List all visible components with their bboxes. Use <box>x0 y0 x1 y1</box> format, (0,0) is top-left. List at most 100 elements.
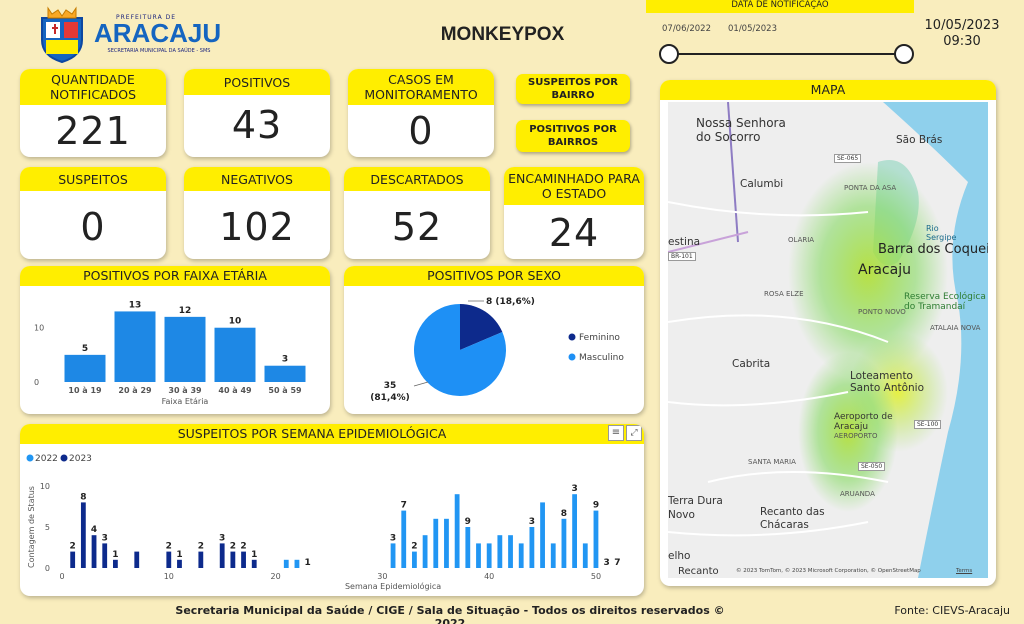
map-canvas[interactable]: Nossa Senhora do Socorro São Brás SE-065… <box>668 102 988 578</box>
bar[interactable] <box>230 551 236 568</box>
pie-leader-line <box>413 381 429 387</box>
map-label: ATALAIA NOVA <box>930 324 981 332</box>
filter-icon[interactable]: ≡ <box>608 425 624 441</box>
x-tick-label: 20 à 29 <box>118 386 152 395</box>
bar[interactable] <box>70 551 76 568</box>
kpi-notificados: QUANTIDADE NOTIFICADOS 221 <box>20 69 166 157</box>
bar[interactable] <box>166 551 172 568</box>
kpi-positivos: POSITIVOS 43 <box>184 69 330 157</box>
bar[interactable] <box>561 518 567 568</box>
faixa-etaria-title: POSITIVOS POR FAIXA ETÁRIA <box>20 266 330 286</box>
bar[interactable] <box>593 510 599 568</box>
map-label: Barra dos Coqueiros <box>878 242 988 257</box>
bar[interactable] <box>550 543 556 568</box>
map-label: Calumbi <box>740 178 784 190</box>
map-terms-link[interactable]: Terms <box>956 568 973 574</box>
bar[interactable] <box>497 535 503 568</box>
x-tick-label: 10 à 19 <box>68 386 102 395</box>
bar[interactable] <box>422 535 428 568</box>
bar-value-label: 5 <box>82 344 88 354</box>
bar-value-label: 3 <box>219 533 225 543</box>
bar[interactable] <box>486 543 492 568</box>
bar[interactable] <box>219 543 225 568</box>
bar[interactable] <box>572 494 578 568</box>
map-label: OLARIA <box>788 236 815 244</box>
legend-label: Masculino <box>579 353 624 363</box>
positivos-por-bairros-button[interactable]: POSITIVOS POR BAIRROS <box>516 120 630 152</box>
bar[interactable] <box>294 559 300 568</box>
bar-value-label: 10 <box>229 317 242 327</box>
bar-value-label: 2 <box>70 542 76 552</box>
bar[interactable] <box>214 327 256 382</box>
bar-value-label: 9 <box>593 501 599 511</box>
bar[interactable] <box>508 535 513 568</box>
bar[interactable] <box>91 535 97 568</box>
bar-value-label: 3 <box>390 533 396 543</box>
report-date: 10/05/2023 <box>924 18 1000 33</box>
x-tick-label: 20 <box>270 572 280 581</box>
bar[interactable] <box>112 559 118 568</box>
bar[interactable] <box>102 543 108 568</box>
bar[interactable] <box>433 518 439 568</box>
bar[interactable] <box>476 543 481 568</box>
map-panel: MAPA Nossa Senhora do <box>660 80 996 586</box>
bar[interactable] <box>454 494 460 568</box>
logo-top-text: PREFEITURA DE <box>116 14 176 21</box>
bar[interactable] <box>529 527 535 568</box>
bar[interactable] <box>241 551 246 568</box>
bar[interactable] <box>540 502 545 568</box>
bar-value-label: 1 <box>304 558 310 568</box>
focus-mode-icon[interactable]: ⤢ <box>626 425 642 441</box>
bar[interactable] <box>412 551 417 568</box>
date-start: 07/06/2022 <box>662 24 711 34</box>
legend-label: 2022 <box>35 454 58 464</box>
bar[interactable] <box>401 510 407 568</box>
bar[interactable] <box>582 543 588 568</box>
bar[interactable] <box>198 551 204 568</box>
faixa-etaria-chart: 0 10 5 10 à 19 13 20 à 29 12 30 à 39 10 40 à 49 3 5… <box>34 300 306 406</box>
kpi-monitoramento-value: 0 <box>408 109 434 153</box>
bar-value-label: 9 <box>465 517 471 527</box>
bar[interactable] <box>444 518 449 568</box>
semana-panel: SUSPEITOS POR SEMANA EPIDEMIOLÓGICA ≡ ⤢ … <box>20 424 644 596</box>
bar[interactable] <box>283 559 289 568</box>
bar-value-label: 3 <box>529 517 535 527</box>
x-axis-title: Faixa Etária <box>162 397 209 406</box>
pie-slice[interactable] <box>460 304 503 350</box>
kpi-monitoramento: CASOS EM MONITORAMENTO 0 <box>348 69 494 157</box>
map-label: PONTO NOVO <box>858 308 906 316</box>
pie-data-label: 35 <box>384 381 397 391</box>
kpi-suspeitos-label: SUSPEITOS <box>20 167 166 191</box>
sexo-chart: 8 (18,6%) 35 (81,4%) Feminino Masculino <box>370 297 624 403</box>
bar[interactable] <box>80 502 86 568</box>
semana-title: SUSPEITOS POR SEMANA EPIDEMIOLÓGICA <box>20 424 644 444</box>
pie-slice[interactable] <box>414 304 506 396</box>
bar-value-label: 2 <box>198 542 204 552</box>
kpi-notificados-value: 221 <box>55 109 131 153</box>
bar-value-label: 3 <box>604 558 610 568</box>
bar[interactable] <box>64 354 106 382</box>
map-label: PONTA DA ASA <box>844 184 897 192</box>
bar-value-label: 2 <box>166 542 172 552</box>
x-axis-title: Semana Epidemiológica <box>345 581 441 591</box>
map-label: SANTA MARIA <box>748 458 796 466</box>
suspeitos-por-bairro-button[interactable]: SUSPEITOS POR BAIRRO <box>516 74 630 104</box>
bar[interactable] <box>251 559 257 568</box>
date-slider-handle-end[interactable] <box>894 44 914 64</box>
bar[interactable] <box>177 559 182 568</box>
x-tick-label: 0 <box>59 572 64 581</box>
x-tick-label: 30 à 39 <box>168 386 202 395</box>
bar[interactable] <box>390 543 396 568</box>
bar[interactable] <box>134 551 140 568</box>
date-slider-handle-start[interactable] <box>659 44 679 64</box>
bar[interactable] <box>264 365 306 382</box>
bar[interactable] <box>518 543 524 568</box>
date-slider-track[interactable] <box>668 53 904 55</box>
bar[interactable] <box>114 311 156 382</box>
map-copyright: © 2023 TomTom, © 2023 Microsoft Corporat… <box>736 568 921 574</box>
bar[interactable] <box>164 316 206 382</box>
bar[interactable] <box>465 527 471 568</box>
bar-value-label: 2 <box>240 542 246 552</box>
legend-marker <box>568 353 576 361</box>
y-tick-label: 10 <box>40 482 50 491</box>
